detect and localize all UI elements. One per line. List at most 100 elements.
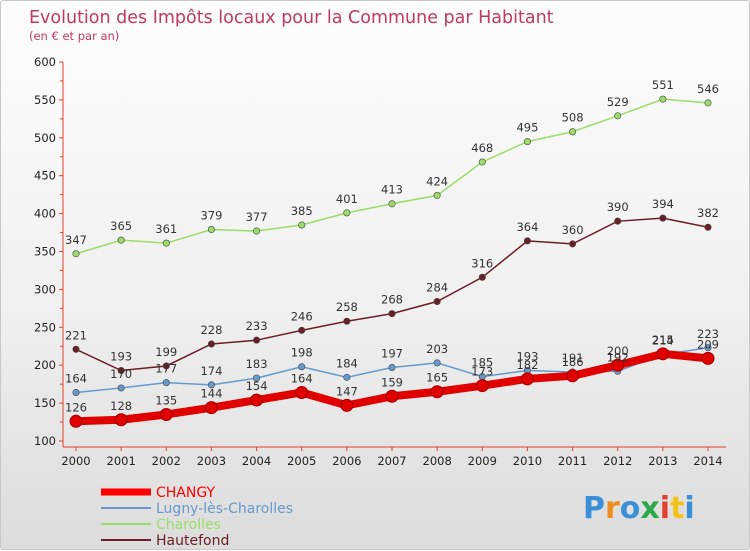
data-label: 258 (336, 300, 358, 314)
data-label: 360 (562, 223, 584, 237)
series-changy (69, 347, 715, 428)
data-label: 182 (516, 358, 538, 372)
data-label: 268 (381, 293, 403, 307)
data-label: 401 (336, 192, 358, 206)
data-label: 200 (607, 344, 629, 358)
data-point (478, 273, 486, 281)
legend-label: CHANGY (156, 485, 216, 501)
data-label: 170 (110, 367, 132, 381)
data-point (162, 379, 170, 387)
data-point (611, 358, 625, 372)
data-point (523, 138, 531, 146)
series-lines (69, 95, 715, 428)
data-point (566, 369, 580, 383)
data-point (72, 345, 80, 353)
data-label: 221 (65, 328, 87, 342)
data-point (204, 401, 218, 415)
legend: CHANGYLugny-lès-CharollesCharollesHautef… (101, 485, 293, 549)
data-label: 173 (471, 365, 493, 379)
data-label: 390 (607, 200, 629, 214)
data-label: 165 (426, 371, 448, 385)
data-point (430, 385, 444, 399)
x-tick-label: 2002 (152, 454, 181, 468)
x-tick-label: 2011 (558, 454, 587, 468)
data-label: 186 (562, 355, 584, 369)
data-label: 508 (562, 111, 584, 125)
series-charolles (72, 95, 712, 258)
y-tick-label: 500 (34, 131, 56, 145)
x-tick-label: 2005 (287, 454, 316, 468)
data-point (343, 209, 351, 217)
legend-item-charolles: Charolles (101, 517, 221, 533)
data-label: 223 (697, 327, 719, 341)
data-point (433, 359, 441, 367)
data-label: 177 (155, 362, 177, 376)
data-label: 193 (516, 350, 538, 364)
data-point (704, 99, 712, 107)
data-point (298, 221, 306, 229)
series-hautefond (72, 214, 712, 375)
data-label: 159 (381, 375, 403, 389)
data-label: 164 (65, 371, 87, 385)
data-label: 316 (471, 256, 493, 270)
data-point (159, 407, 173, 421)
data-point (207, 226, 215, 234)
data-label: 379 (200, 209, 222, 223)
data-point (117, 236, 125, 244)
data-point (162, 239, 170, 247)
data-point (614, 217, 622, 225)
chart-subtitle: (en € et par an) (29, 29, 119, 43)
y-tick-label: 400 (34, 207, 56, 221)
y-tick-label: 200 (34, 358, 56, 372)
data-point (72, 250, 80, 258)
data-label: 128 (110, 399, 132, 413)
x-tick-label: 2006 (332, 454, 361, 468)
data-label: 377 (246, 210, 268, 224)
y-tick-label: 450 (34, 169, 56, 183)
data-point (388, 200, 396, 208)
logo-letter: i (684, 491, 694, 526)
data-point (659, 95, 667, 103)
data-label: 209 (697, 337, 719, 351)
data-point (340, 398, 354, 412)
data-point (656, 347, 670, 361)
data-label: 382 (697, 206, 719, 220)
data-label: 361 (155, 222, 177, 236)
data-label: 203 (426, 342, 448, 356)
x-tick-label: 2010 (513, 454, 542, 468)
legend-label: Charolles (156, 517, 221, 533)
data-label: 347 (65, 233, 87, 247)
y-tick-label: 550 (34, 93, 56, 107)
data-point (117, 384, 125, 392)
data-point (433, 298, 441, 306)
axes: 100 150 200 250 300 350 400 450 500 550 600 2000 200… (34, 55, 726, 468)
data-label: 197 (381, 346, 403, 360)
data-point (253, 336, 261, 344)
data-point (72, 388, 80, 396)
x-tick-label: 2004 (242, 454, 271, 468)
data-point (162, 362, 170, 370)
legend-label: Lugny-lès-Charolles (156, 501, 293, 517)
data-point (114, 413, 128, 427)
data-point (207, 381, 215, 389)
data-label: 185 (471, 356, 493, 370)
data-label: 394 (652, 197, 674, 211)
data-label: 413 (381, 183, 403, 197)
x-tick-label: 2003 (197, 454, 226, 468)
logo-letter: o (620, 491, 641, 526)
data-point (298, 326, 306, 334)
data-point (343, 317, 351, 325)
data-label: 198 (291, 346, 313, 360)
y-tick-label: 350 (34, 245, 56, 259)
x-tick-label: 2009 (468, 454, 497, 468)
x-tick-label: 2001 (107, 454, 136, 468)
logo-letter: x (640, 491, 659, 526)
data-label: 144 (200, 387, 222, 401)
data-label: 215 (652, 333, 674, 347)
data-label: 214 (652, 334, 674, 348)
data-label: 164 (291, 371, 313, 385)
data-point (704, 344, 712, 352)
data-point (659, 214, 667, 222)
